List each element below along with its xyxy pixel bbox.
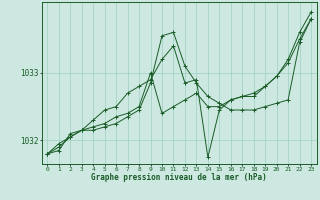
X-axis label: Graphe pression niveau de la mer (hPa): Graphe pression niveau de la mer (hPa) [91,173,267,182]
